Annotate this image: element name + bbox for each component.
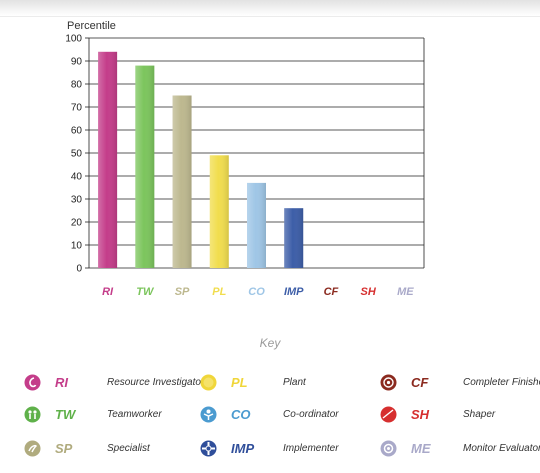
shaper-icon xyxy=(380,406,397,423)
teamworker-icon xyxy=(24,406,41,423)
x-tick-label-sh: SH xyxy=(361,286,377,298)
coordinator-icon xyxy=(200,406,217,423)
y-tick-label: 90 xyxy=(71,57,83,68)
x-tick-label-me: ME xyxy=(397,286,414,298)
key-label: Monitor Evaluator xyxy=(463,443,540,454)
key-code: TW xyxy=(55,407,76,422)
key-code: CO xyxy=(231,407,251,422)
y-tick-label: 20 xyxy=(71,218,83,229)
y-tick-label: 0 xyxy=(76,264,82,275)
x-tick-label-sp: SP xyxy=(175,286,190,298)
y-tick-label: 10 xyxy=(71,241,83,252)
bar-shade-co xyxy=(247,182,266,268)
y-tick-label: 70 xyxy=(71,103,83,114)
x-tick-label-pl: PL xyxy=(212,286,226,298)
implementer-icon xyxy=(200,440,217,457)
plant-icon xyxy=(200,374,217,391)
x-tick-label-co: CO xyxy=(248,286,265,298)
bar-shade-tw xyxy=(135,65,155,268)
y-tick-label: 100 xyxy=(65,34,82,45)
key-code: RI xyxy=(55,375,68,390)
y-tick-labels: 0 10 20 30 40 50 60 70 80 90 100 xyxy=(65,34,82,275)
x-tick-label-tw: TW xyxy=(136,286,155,298)
x-tick-labels: RI TW SP PL CO IMP CF SH ME xyxy=(102,286,414,298)
x-tick-label-ri: RI xyxy=(102,286,114,298)
y-tick-label: 40 xyxy=(71,172,83,183)
key-code: SH xyxy=(411,407,430,422)
key-label: Teamworker xyxy=(107,409,162,420)
bar-shade-imp xyxy=(284,208,304,268)
key-label: Completer Finisher xyxy=(463,377,540,388)
key-code: SP xyxy=(55,441,73,456)
x-tick-label-cf: CF xyxy=(324,286,339,298)
y-tick-label: 50 xyxy=(71,149,83,160)
key-label: Resource Investigator xyxy=(107,377,205,388)
key-code: PL xyxy=(231,375,248,390)
y-tick-label: 30 xyxy=(71,195,83,206)
monitor-evaluator-icon xyxy=(380,440,397,457)
key-code: IMP xyxy=(231,441,255,456)
key-label: Plant xyxy=(283,377,306,388)
key-label: Implementer xyxy=(283,443,339,454)
y-axis-label: Percentile xyxy=(67,20,116,32)
y-tick-label: 60 xyxy=(71,126,83,137)
bar-shade-sp xyxy=(172,95,192,268)
resource-investigator-icon xyxy=(24,374,41,391)
key-label: Shaper xyxy=(463,409,496,420)
key-label: Co-ordinator xyxy=(283,409,339,420)
x-tick-label-imp: IMP xyxy=(284,286,304,298)
bar-shade-pl xyxy=(209,155,229,268)
key-label: Specialist xyxy=(107,443,150,454)
key-title: Key xyxy=(259,336,281,350)
specialist-icon xyxy=(24,440,41,457)
bar-shade-ri xyxy=(98,51,118,268)
y-tick-label: 80 xyxy=(71,80,83,91)
key-code: ME xyxy=(411,441,431,456)
completer-finisher-icon xyxy=(380,374,397,391)
top-bar xyxy=(0,0,540,17)
key-code: CF xyxy=(411,375,429,390)
bar-chart: Percentile 0 10 20 30 40 50 60 70 80 90 100 RI TW SP… xyxy=(65,20,425,298)
bars xyxy=(98,51,304,268)
